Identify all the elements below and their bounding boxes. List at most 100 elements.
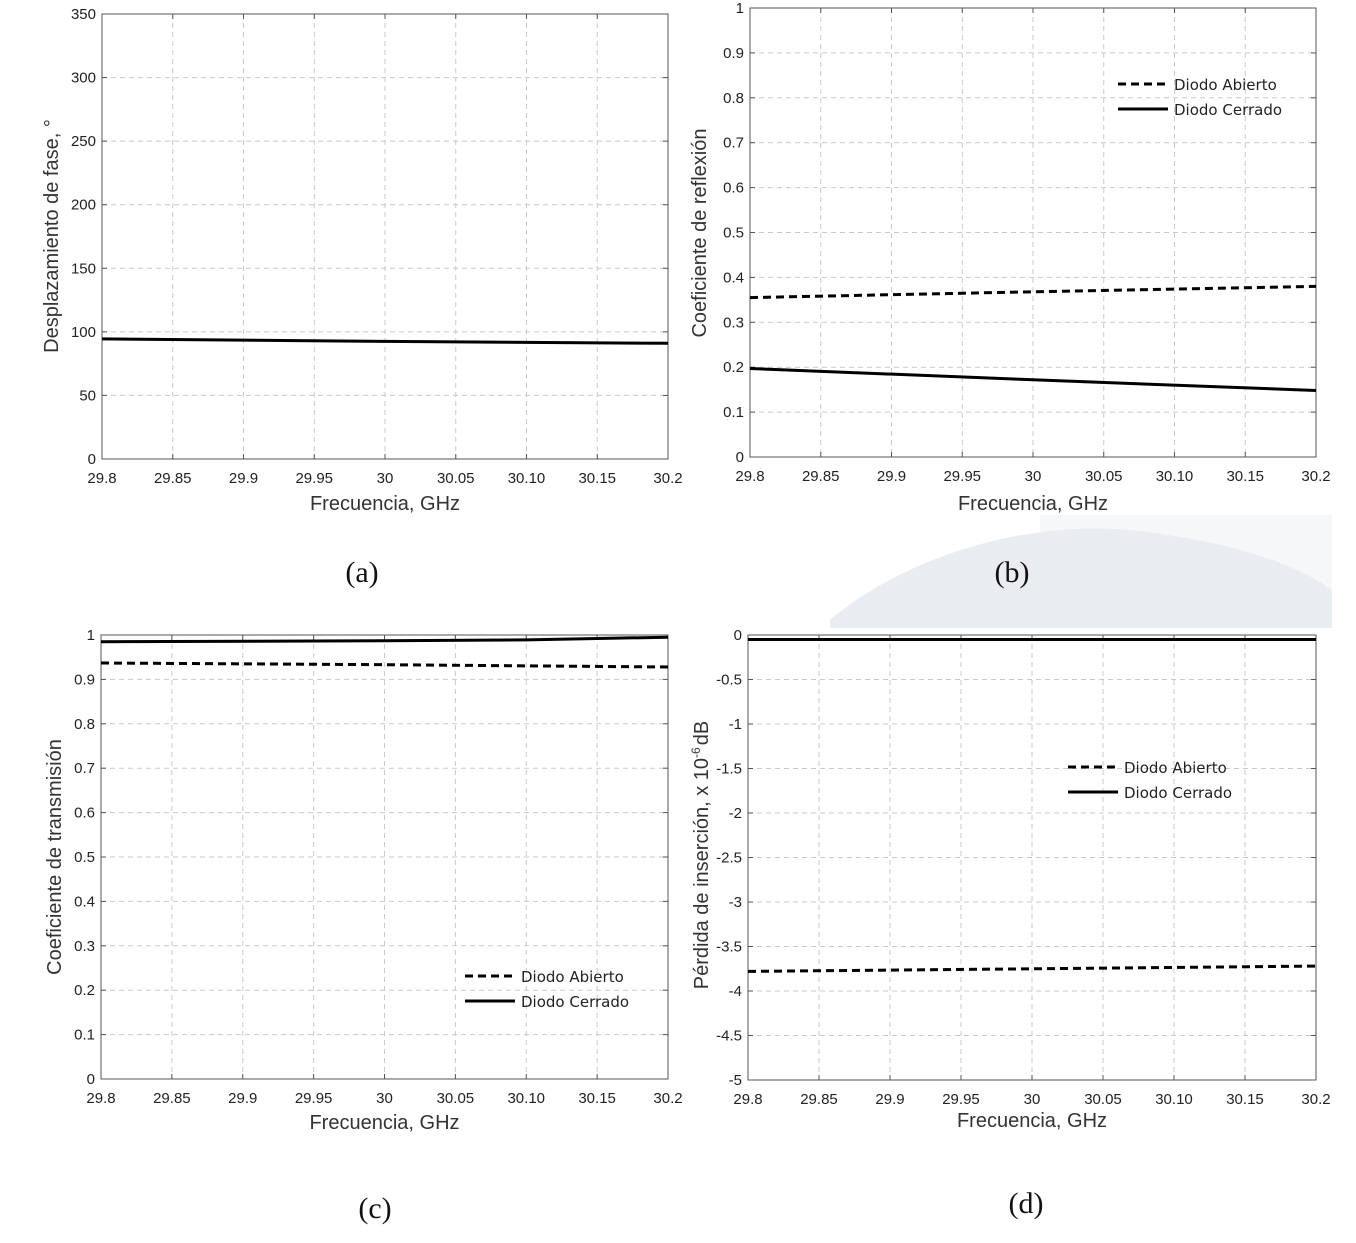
series-line-diodo-cerrado [749, 367, 1317, 392]
y-tick-label: 0.6 [74, 805, 95, 822]
y-tick-label: 0 [734, 627, 742, 644]
y-tick-label: 0.1 [723, 404, 744, 421]
x-tick-label: 29.85 [802, 468, 840, 485]
x-tick-label: 30.10 [1156, 468, 1194, 485]
x-tick-label: 30.05 [437, 1090, 475, 1107]
x-tick-label: 30.2 [1301, 468, 1330, 485]
y-tick-label: 0 [88, 451, 96, 468]
legend-label: Diodo Cerrado [521, 993, 629, 1011]
x-tick-label: 29.95 [295, 1090, 333, 1107]
y-tick-label: 150 [71, 260, 96, 277]
legend-label: Diodo Cerrado [1174, 101, 1282, 119]
y-tick-label: 1 [87, 627, 95, 644]
y-tick-label: 250 [71, 133, 96, 150]
background-watermark [830, 515, 1332, 628]
x-tick-label: 30.15 [1226, 1091, 1264, 1108]
x-tick-label: 30.05 [437, 470, 475, 487]
panel-label: (a) [345, 556, 378, 589]
y-tick-label: 0.3 [74, 938, 95, 955]
y-tick-label: -2 [729, 805, 742, 822]
x-tick-label: 29.9 [228, 1090, 257, 1107]
panel-label: (b) [995, 556, 1030, 589]
x-tick-label: 30 [377, 470, 394, 487]
y-tick-label: -2.5 [716, 850, 742, 867]
series-line-diodo-cerrado [100, 635, 669, 644]
x-tick-label: 30.10 [507, 1090, 545, 1107]
y-tick-label: 0.6 [723, 180, 744, 197]
x-axis-label: Frecuencia, GHz [310, 493, 460, 515]
x-tick-label: 30 [1025, 468, 1042, 485]
x-tick-label: 30.10 [1155, 1091, 1193, 1108]
x-axis-label: Frecuencia, GHz [958, 493, 1108, 515]
y-tick-label: -1 [729, 716, 742, 733]
y-tick-label: 1 [736, 0, 744, 17]
x-tick-label: 29.95 [295, 470, 333, 487]
y-tick-label: 0.4 [74, 893, 95, 910]
x-tick-label: 29.9 [877, 468, 906, 485]
y-axis-label-suffix: dB [691, 721, 713, 745]
x-tick-label: 29.8 [733, 1091, 762, 1108]
x-tick-label: 29.8 [86, 1090, 115, 1107]
y-tick-label: 0.1 [74, 1027, 95, 1044]
y-tick-label: 0.5 [723, 225, 744, 242]
y-tick-label: 350 [71, 6, 96, 23]
x-tick-label: 30.05 [1084, 1091, 1122, 1108]
x-tick-label: 30.10 [508, 470, 546, 487]
y-axis-label-prefix: Pérdida de inserción, x 10 [691, 758, 713, 989]
y-tick-label: 0 [736, 449, 744, 466]
y-tick-label: 0.2 [723, 359, 744, 376]
chart-d: 29.8 29.85 29.9 29.95 30 30.05 30.10 30.15 30.2 0… [689, 627, 1331, 1220]
y-tick-label: -5 [729, 1072, 742, 1089]
y-tick-label: 0.2 [74, 982, 95, 999]
y-tick-label: 0.4 [723, 269, 744, 286]
y-tick-label: 0.7 [723, 135, 744, 152]
x-tick-label: 29.9 [875, 1091, 904, 1108]
y-tick-label: 0.7 [74, 760, 95, 777]
y-tick-label: 0.3 [723, 314, 744, 331]
x-tick-label: 30.15 [578, 470, 616, 487]
y-tick-label: -3.5 [716, 939, 742, 956]
y-tick-label: 0 [87, 1071, 95, 1088]
y-axis-label: Coeficiente de reflexión [689, 128, 711, 337]
y-tick-label: 0.9 [723, 45, 744, 62]
y-tick-label: -4.5 [716, 1028, 742, 1045]
x-tick-label: 29.8 [735, 468, 764, 485]
x-tick-label: 30.2 [653, 1090, 682, 1107]
y-tick-label: -0.5 [716, 672, 742, 689]
y-tick-label: 0.9 [74, 671, 95, 688]
x-axis-label: Frecuencia, GHz [957, 1110, 1107, 1132]
panel-label: (c) [358, 1192, 391, 1225]
x-tick-label: 29.8 [87, 470, 116, 487]
legend: Diodo Abierto Diodo Cerrado [1068, 759, 1232, 802]
x-tick-label: 29.95 [943, 468, 981, 485]
x-tick-label: 30 [1024, 1091, 1041, 1108]
y-tick-label: 300 [71, 70, 96, 87]
x-tick-label: 30.2 [1301, 1091, 1330, 1108]
y-tick-label: 0.8 [723, 90, 744, 107]
series-line-diodo-cerrado [101, 337, 669, 345]
legend-label: Diodo Cerrado [1124, 784, 1232, 802]
x-tick-label: 29.9 [229, 470, 258, 487]
y-tick-label: 50 [79, 387, 96, 404]
x-tick-label: 29.85 [153, 1090, 191, 1107]
chart-a: 29.8 29.85 29.9 29.95 30 30.05 30.10 30.15 30.2 0… [41, 6, 683, 589]
series-line-diodo-abierto [747, 964, 1317, 973]
x-tick-label: 30.15 [578, 1090, 616, 1107]
legend-label: Diodo Abierto [521, 968, 624, 986]
y-axis-label-exponent: -6 [689, 747, 703, 758]
panel-label: (d) [1009, 1187, 1044, 1220]
series-line-diodo-abierto [749, 284, 1317, 300]
x-tick-label: 30.05 [1085, 468, 1123, 485]
series-line-diodo-abierto [100, 661, 669, 669]
y-tick-label: -1.5 [716, 761, 742, 778]
legend: Diodo Abierto Diodo Cerrado [465, 968, 629, 1011]
y-tick-label: 200 [71, 197, 96, 214]
y-axis-label: Desplazamiento de fase, ° [41, 119, 63, 353]
x-tick-label: 29.95 [942, 1091, 980, 1108]
y-tick-label: -4 [729, 983, 742, 1000]
y-axis-label: Coeficiente de transmisión [44, 739, 66, 975]
y-axis-label: Pérdida de inserción, x 10-6 dB [689, 721, 713, 989]
x-tick-label: 30.2 [653, 470, 682, 487]
